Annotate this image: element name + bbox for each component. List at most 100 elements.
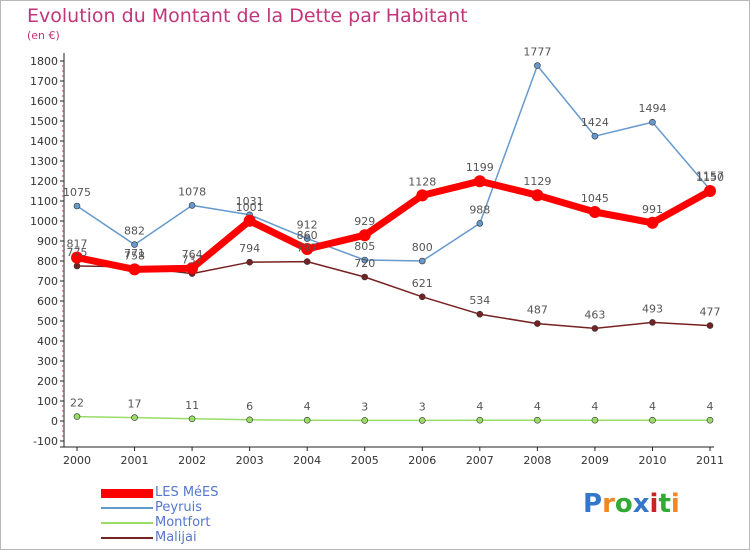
data-point: [361, 273, 369, 281]
x-tick-label: 2002: [178, 454, 206, 467]
logo-letter: t: [658, 489, 671, 519]
data-label: 771: [124, 247, 145, 260]
data-label: 1157: [696, 170, 724, 183]
chart-subtitle: (en €): [27, 29, 60, 42]
data-label: 463: [584, 308, 605, 321]
data-label: 737: [182, 254, 203, 267]
data-point: [418, 293, 426, 301]
y-tick-label: 1000: [30, 215, 58, 228]
data-point: [649, 118, 656, 126]
data-label: 4: [476, 400, 483, 413]
series-malijai: [73, 258, 714, 332]
data-point: [303, 416, 311, 424]
y-tick-label: 1600: [30, 95, 58, 108]
data-point: [246, 258, 253, 266]
legend-label: LES MéES: [155, 485, 219, 500]
data-point: [418, 257, 426, 265]
logo-letter: o: [614, 489, 633, 519]
data-label: 805: [354, 240, 375, 253]
y-tick-label: 1400: [30, 135, 58, 148]
data-label: 817: [67, 238, 88, 251]
y-tick-label: -100: [33, 435, 58, 448]
data-point: [649, 416, 656, 424]
data-point: [706, 416, 714, 424]
data-label: 4: [707, 400, 714, 413]
data-point: [73, 413, 81, 420]
x-tick-label: 2004: [293, 454, 321, 467]
data-label: 860: [297, 229, 318, 242]
data-label: 758: [124, 249, 145, 262]
data-label: 4: [591, 400, 598, 413]
data-label: 797: [297, 242, 318, 255]
data-label: 534: [469, 294, 490, 307]
data-label: 1199: [466, 161, 494, 174]
data-point: [416, 189, 429, 202]
data-point: [476, 416, 484, 424]
data-point: [418, 417, 426, 424]
data-label: 988: [469, 203, 490, 216]
x-tick-label: 2005: [351, 454, 379, 467]
logo-letter: x: [632, 489, 650, 519]
data-point: [303, 235, 311, 242]
data-label: 720: [354, 257, 375, 270]
data-point: [534, 416, 541, 424]
data-label: 4: [304, 400, 311, 413]
data-point: [131, 414, 138, 421]
series-labels: 817 758 764 1001 860 929 1128 1199 1129 1045 991 11…: [63, 46, 724, 414]
data-point: [591, 416, 599, 424]
data-label: 6: [246, 400, 253, 413]
y-tick-label: 500: [37, 315, 58, 328]
data-point: [303, 258, 311, 265]
legend-swatch: [101, 507, 153, 509]
series-les-m-es: [71, 175, 716, 276]
data-point: [301, 243, 314, 255]
data-point: [73, 262, 81, 270]
data-point: [646, 216, 659, 229]
legend-label: Montfort: [155, 515, 211, 530]
data-point: [476, 220, 484, 227]
proxiti-logo: Proxiti: [583, 489, 680, 519]
data-label: 477: [700, 306, 721, 319]
data-label: 775: [67, 246, 88, 259]
series-line: [76, 177, 712, 273]
y-tick-label: 1700: [30, 75, 58, 88]
y-tick-label: 200: [37, 375, 58, 388]
y-tick-label: 0: [51, 415, 58, 428]
data-label: 991: [642, 203, 663, 216]
series-line: [76, 64, 711, 262]
x-tick-label: 2010: [638, 454, 666, 467]
data-label: 929: [354, 215, 375, 228]
data-label: 1128: [408, 175, 436, 188]
data-label: 1078: [178, 185, 206, 198]
y-tick-label: 800: [37, 255, 58, 268]
y-tick-label: 1800: [30, 55, 58, 68]
data-label: 1150: [696, 171, 724, 184]
x-tick-label: 2003: [236, 454, 264, 467]
data-point: [188, 202, 196, 209]
data-label: 4: [649, 400, 656, 413]
data-point: [188, 415, 196, 423]
data-point: [73, 202, 81, 210]
data-label: 882: [124, 225, 145, 238]
legend-label: Malijai: [155, 530, 197, 545]
data-point: [243, 214, 256, 227]
y-tick-label: 300: [37, 355, 58, 368]
data-label: 1129: [523, 175, 551, 188]
axes: -100 0 100 200 300 400 500 600 700 800 900 1000 1100…: [30, 53, 724, 467]
data-label: 493: [642, 302, 663, 315]
data-label: 621: [412, 277, 433, 290]
legend-swatch: [101, 488, 153, 498]
y-tick-label: 900: [37, 235, 58, 248]
data-label: 4: [534, 400, 541, 413]
data-point: [588, 206, 601, 218]
data-label: 1001: [236, 201, 264, 214]
data-label: 1075: [63, 186, 91, 199]
y-tick-label: 700: [37, 275, 58, 288]
legend-label: Peyruis: [155, 500, 203, 515]
y-tick-label: 100: [37, 395, 58, 408]
data-label: 1424: [581, 116, 609, 129]
data-point: [531, 189, 544, 202]
logo-letter: i: [670, 489, 680, 519]
